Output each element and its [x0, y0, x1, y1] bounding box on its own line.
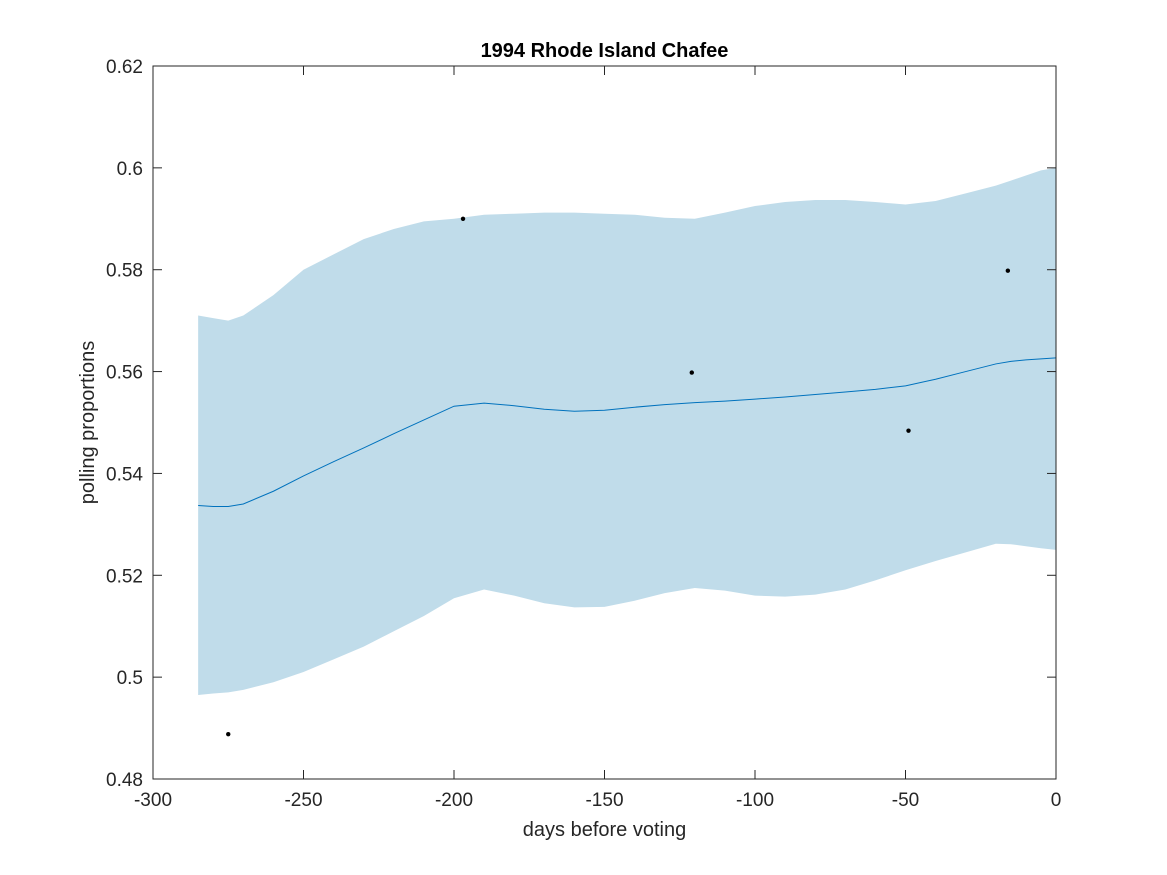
- y-tick-label: 0.58: [106, 261, 143, 282]
- trend-line: [198, 357, 1057, 508]
- data-layer: [198, 167, 1057, 737]
- x-tick-label: 0: [1051, 790, 1062, 811]
- x-tick-label: -100: [736, 790, 774, 811]
- y-tick-label: 0.56: [106, 363, 143, 384]
- poll-point: [226, 731, 231, 737]
- poll-point: [460, 216, 466, 221]
- y-tick-label: 0.48: [106, 770, 143, 791]
- y-axis-label: polling proportions: [77, 341, 99, 504]
- x-tick-label: -250: [284, 790, 322, 811]
- y-tick-label: 0.52: [106, 566, 143, 587]
- x-axis-label: days before voting: [523, 819, 686, 841]
- ticks-layer: -300 -250 -200 -150 -100 -50 0 0.48 0.5 0.52 0.54 0…: [106, 57, 1061, 811]
- y-tick-label: 0.5: [117, 668, 143, 689]
- poll-point: [1005, 268, 1011, 273]
- x-tick-label: -150: [585, 790, 623, 811]
- y-tick-label: 0.62: [106, 57, 143, 78]
- chart-title: 1994 Rhode Island Chafee: [481, 40, 729, 62]
- confidence-band: [198, 167, 1056, 695]
- y-tick-label: 0.54: [106, 464, 143, 485]
- poll-point: [689, 370, 694, 375]
- x-tick-label: -200: [435, 790, 473, 811]
- x-tick-label: -300: [134, 790, 172, 811]
- y-tick-label: 0.6: [117, 159, 143, 180]
- poll-point: [906, 428, 911, 433]
- x-tick-label: -50: [892, 790, 919, 811]
